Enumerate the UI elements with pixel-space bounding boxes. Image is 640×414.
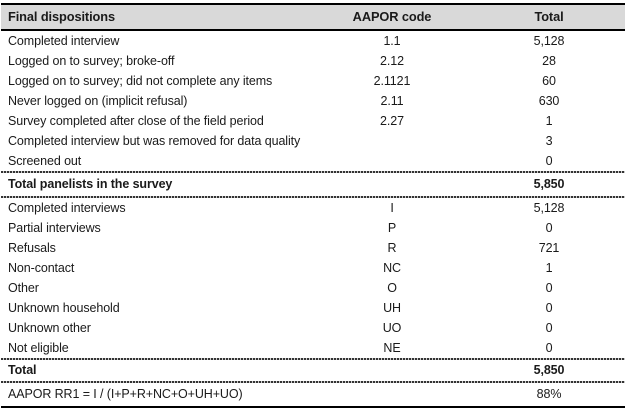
row-total: 0 [545,320,553,335]
row-code: NC [383,260,401,275]
row-code: UO [382,320,402,335]
grand-total-row: Total 5,850 [1,360,625,381]
section-divider [1,196,625,198]
row-label: Never logged on (implicit refusal) [8,93,188,108]
row-total: 721 [538,240,560,255]
dispositions-table: Final dispositions AAPOR code Total Comp… [1,3,625,408]
row-code: 2.27 [380,113,404,128]
table-row: Unknown household UH 0 [1,298,625,318]
table-row: Non-contact NC 1 [1,258,625,278]
row-total: 5,850 [533,177,565,192]
row-total: 5,128 [533,33,565,48]
table-row: Screened out 0 [1,151,625,171]
row-total: 28 [542,53,556,68]
row-total: 0 [545,280,553,295]
table-row: Never logged on (implicit refusal) 2.11 … [1,91,625,111]
row-label: Unknown other [8,320,91,335]
table-row: Not eligible NE 0 [1,338,625,358]
header-total: Total [534,8,564,24]
row-code: I [390,200,394,215]
row-label: Survey completed after close of the fiel… [8,113,264,128]
row-code: R [387,240,397,255]
row-label: Refusals [8,240,56,255]
table-row: Other O 0 [1,278,625,298]
row-label: Total panelists in the survey [8,177,173,192]
header-final-dispositions: Final dispositions [8,8,115,24]
row-label: Completed interviews [8,200,126,215]
row-label: Not eligible [8,340,69,355]
row-label: Non-contact [8,260,75,275]
table-row: Partial interviews P 0 [1,218,625,238]
row-label: Unknown household [8,300,120,315]
row-code: NE [383,340,401,355]
row-label: Other [8,280,39,295]
table-row: Logged on to survey; broke-off 2.12 28 [1,51,625,71]
row-total: 1 [545,113,553,128]
row-code: 1.1 [383,33,401,48]
row-label: Total [8,363,37,378]
row-code: 2.12 [380,53,404,68]
table-row: Completed interview 1.1 5,128 [1,31,625,51]
row-total: 0 [545,220,553,235]
total-panelists-row: Total panelists in the survey 5,850 [1,173,625,196]
row-label: Logged on to survey; broke-off [8,53,175,68]
row-total: 0 [545,153,553,168]
table-header-row: Final dispositions AAPOR code Total [1,5,625,31]
row-label: Partial interviews [8,220,101,235]
row-total: 3 [545,133,553,148]
section-divider [1,171,625,173]
row-total: 60 [542,73,556,88]
row-total: 5,850 [533,363,565,378]
section-divider [1,358,625,360]
row-label: Completed interview but was removed for … [8,133,301,148]
row-label: Completed interview [8,33,120,48]
row-label: Logged on to survey; did not complete an… [8,73,273,88]
row-total: 630 [538,93,560,108]
row-total: 5,128 [533,200,565,215]
row-label: AAPOR RR1 = I / (I+P+R+NC+O+UH+UO) [8,387,243,402]
table-row: Completed interview but was removed for … [1,131,625,151]
section-divider [1,381,625,383]
table-row: Completed interviews I 5,128 [1,198,625,218]
row-code: 2.1121 [373,73,411,88]
header-aapor-code: AAPOR code [352,8,432,24]
row-code: 2.11 [380,93,404,108]
row-total: 0 [545,300,553,315]
table-row: Logged on to survey; did not complete an… [1,71,625,91]
table-row: Unknown other UO 0 [1,318,625,338]
row-total: 0 [545,340,553,355]
row-code: UH [383,300,401,315]
table-row: Survey completed after close of the fiel… [1,111,625,131]
row-total: 1 [545,260,553,275]
row-code: P [387,220,397,235]
row-label: Screened out [8,153,82,168]
row-code: O [387,280,397,295]
response-rate-row: AAPOR RR1 = I / (I+P+R+NC+O+UH+UO) 88% [1,383,625,406]
row-total: 88% [536,387,562,402]
table-row: Refusals R 721 [1,238,625,258]
